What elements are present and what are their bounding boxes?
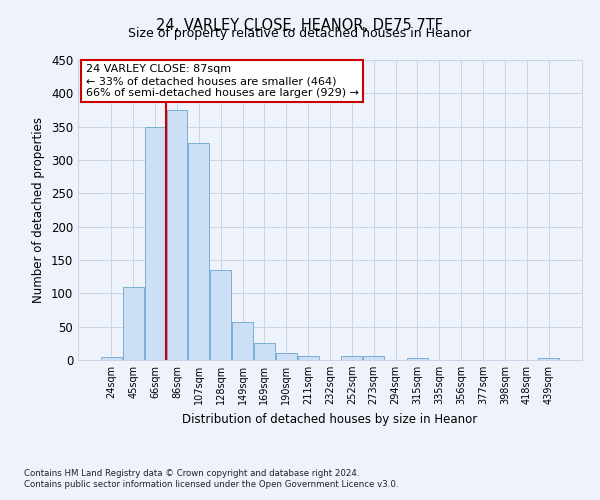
- Bar: [341, 356, 362, 360]
- Text: 24 VARLEY CLOSE: 87sqm
← 33% of detached houses are smaller (464)
66% of semi-de: 24 VARLEY CLOSE: 87sqm ← 33% of detached…: [86, 64, 359, 98]
- Bar: [254, 344, 275, 360]
- Text: Size of property relative to detached houses in Heanor: Size of property relative to detached ho…: [128, 28, 472, 40]
- Y-axis label: Number of detached properties: Number of detached properties: [32, 117, 46, 303]
- Bar: [145, 126, 166, 360]
- Bar: [123, 286, 143, 360]
- Bar: [276, 352, 296, 360]
- Text: Contains HM Land Registry data © Crown copyright and database right 2024.: Contains HM Land Registry data © Crown c…: [24, 468, 359, 477]
- Bar: [232, 322, 253, 360]
- Bar: [101, 356, 122, 360]
- Bar: [210, 270, 231, 360]
- Bar: [407, 358, 428, 360]
- Bar: [298, 356, 319, 360]
- Bar: [167, 110, 187, 360]
- Text: 24, VARLEY CLOSE, HEANOR, DE75 7TF: 24, VARLEY CLOSE, HEANOR, DE75 7TF: [157, 18, 443, 32]
- Bar: [188, 144, 209, 360]
- Bar: [538, 358, 559, 360]
- Text: Contains public sector information licensed under the Open Government Licence v3: Contains public sector information licen…: [24, 480, 398, 489]
- Bar: [364, 356, 384, 360]
- X-axis label: Distribution of detached houses by size in Heanor: Distribution of detached houses by size …: [182, 412, 478, 426]
